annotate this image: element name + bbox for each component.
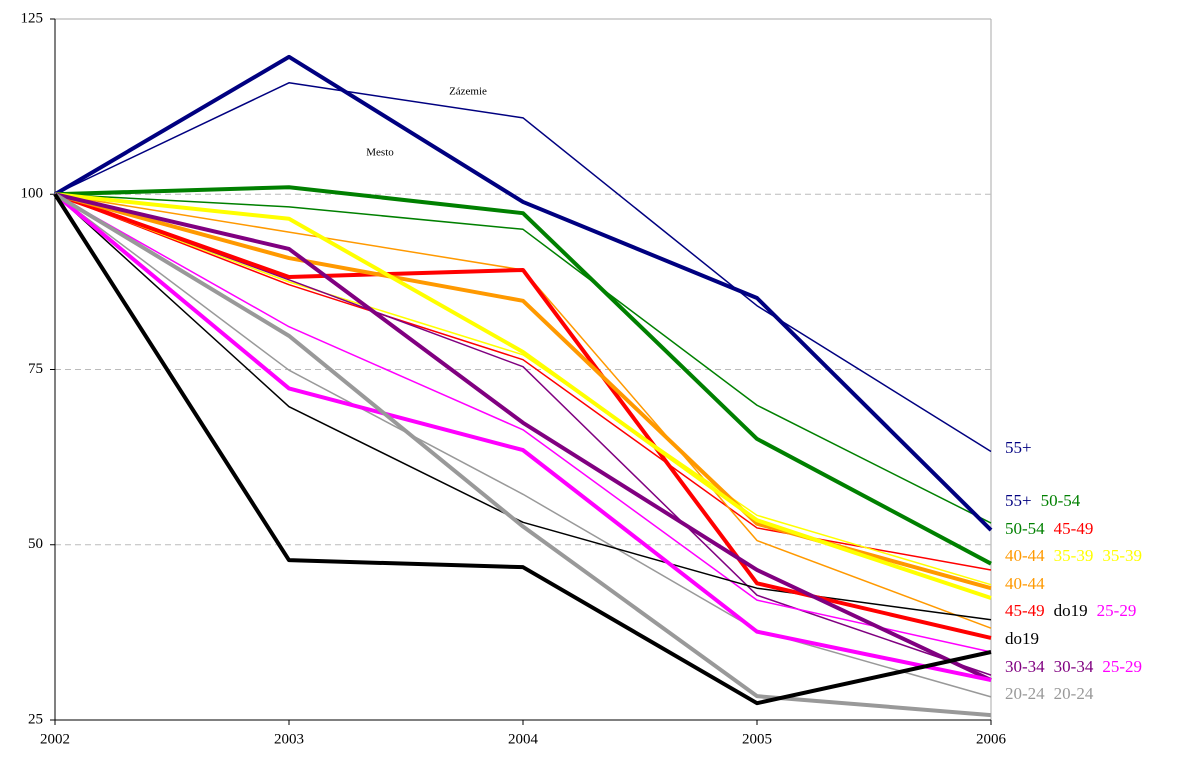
series-label: 40-44 [1005, 546, 1045, 565]
y-tick-label: 50 [28, 536, 43, 552]
series-label: 20-24 [1054, 684, 1094, 703]
series-label: 30-34 [1005, 657, 1045, 676]
series-line [54, 193, 992, 621]
x-tick-label: 2003 [274, 731, 304, 747]
x-tick-label: 2002 [40, 731, 70, 747]
series-label: 35-39 [1054, 546, 1094, 565]
series-label: 35-39 [1102, 546, 1142, 565]
series-label: 45-49 [1005, 601, 1045, 620]
series-line [53, 193, 992, 706]
series-label: 25-29 [1097, 601, 1137, 620]
series-label: 20-24 [1005, 684, 1045, 703]
series-label: do19 [1005, 629, 1039, 648]
x-tick-label: 2006 [976, 731, 1007, 747]
series-label: 40-44 [1005, 574, 1045, 593]
annotation: Zázemie [449, 86, 487, 98]
series-line [54, 193, 992, 698]
series-line [54, 192, 992, 682]
y-tick-label: 75 [28, 361, 43, 377]
series-line [54, 82, 992, 453]
annotation: Mesto [366, 147, 394, 159]
x-tick-label: 2005 [742, 731, 772, 747]
y-tick-label: 100 [21, 186, 44, 202]
series-line [54, 192, 992, 640]
series-label: 50-54 [1005, 519, 1045, 538]
series-line [53, 192, 992, 718]
series-line [54, 193, 992, 524]
x-tick-label: 2004 [508, 731, 539, 747]
series-label: 45-49 [1054, 519, 1094, 538]
series-line [54, 192, 992, 600]
series-label: 30-34 [1054, 657, 1094, 676]
series-line [53, 54, 993, 532]
series-label: 25-29 [1102, 657, 1142, 676]
y-tick-label: 25 [28, 711, 43, 727]
series-line [54, 185, 992, 566]
series-line [54, 193, 992, 571]
series-line [54, 193, 992, 586]
series-label: 55+ [1005, 491, 1032, 510]
series-line [53, 192, 992, 683]
series-label: 55+ [1005, 438, 1032, 457]
series-line [54, 193, 992, 653]
series-label: do19 [1054, 601, 1088, 620]
y-tick-label: 125 [21, 10, 44, 26]
series-label: 50-54 [1041, 491, 1081, 510]
series-line [54, 193, 992, 676]
